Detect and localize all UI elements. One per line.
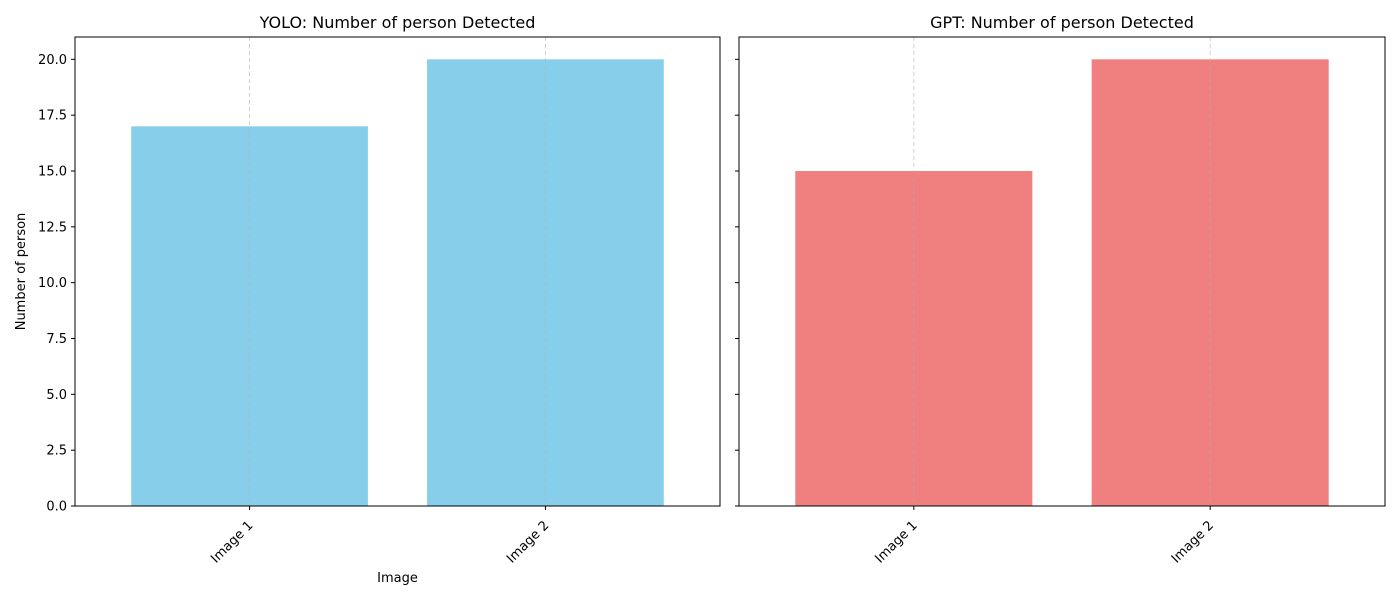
axes-frame (738, 36, 1386, 507)
y-tick-label: 20.0 (38, 53, 67, 68)
bar-1 (131, 126, 368, 506)
y-tick-label: 17.5 (38, 109, 67, 124)
y-tick-label: 15.0 (38, 165, 67, 180)
axes-frame (74, 36, 721, 507)
x-axis-label: Image (377, 571, 418, 586)
y-tick-label: 2.5 (46, 444, 67, 459)
y-tick-label: 7.5 (46, 332, 67, 347)
y-tick-label: 0.0 (46, 500, 67, 515)
chart-title: GPT: Number of person Detected (930, 13, 1194, 32)
x-tick-label: Image 2 (504, 518, 552, 566)
x-tick-label: Image 1 (872, 518, 920, 566)
subplot-2: Image 1 Image 2 GPT: Number of person Dete… (735, 13, 1386, 566)
y-tick-label: 10.0 (38, 276, 67, 291)
y-tick-label: 12.5 (38, 220, 67, 235)
chart-title: YOLO: Number of person Detected (259, 13, 536, 32)
x-tick-label: Image 1 (208, 518, 256, 566)
y-axis-label: Number of person (14, 213, 29, 331)
x-tick-label: Image 2 (1169, 518, 1217, 566)
y-tick-label: 5.0 (46, 388, 67, 403)
subplot-1: 0.0 2.5 5.0 7.5 10.0 12.5 15.0 17.5 20.0 Image 1 I… (14, 13, 721, 586)
